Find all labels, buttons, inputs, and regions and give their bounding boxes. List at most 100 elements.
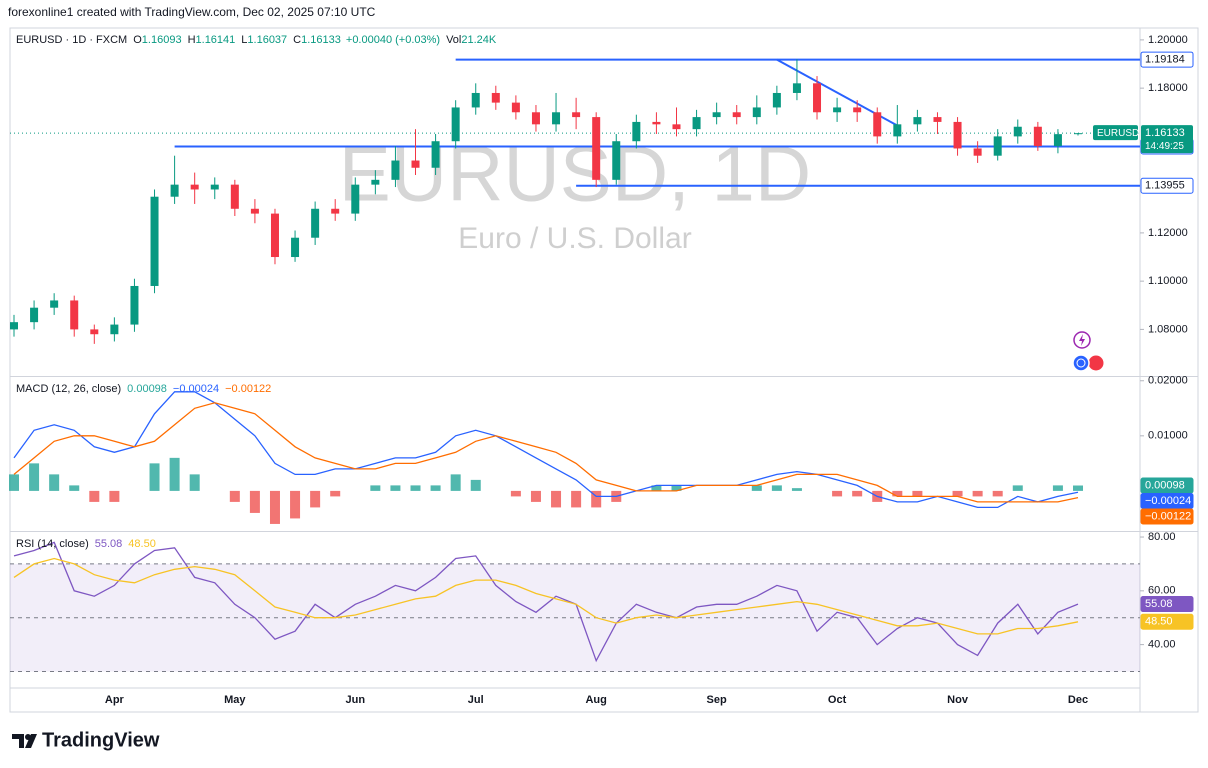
icon — [1072, 354, 1090, 372]
candle-body — [311, 208, 320, 238]
histogram-bar — [791, 488, 802, 491]
brand: TradingView — [42, 729, 160, 751]
symbol-label-bg — [1093, 125, 1138, 141]
candle-body — [411, 160, 420, 168]
legend-value: 1.16133 — [301, 34, 341, 46]
legend: MACD (12, 26, close) 0.00098 −0.00024 −0.00… — [16, 383, 271, 395]
symbol-label: EURUSD — [1097, 128, 1139, 139]
level-label-bg — [1140, 177, 1194, 194]
macd-line — [13, 391, 1079, 509]
histogram-bar — [370, 485, 381, 491]
y-tick-label: 1.08000 — [1148, 323, 1188, 335]
candle-body — [552, 112, 561, 125]
legend-change: +0.00040 (+0.03%) — [346, 34, 440, 46]
histogram-bar — [450, 474, 461, 491]
macd-line — [13, 402, 1079, 503]
legend-value: 55.08 — [95, 538, 123, 550]
icon — [1088, 355, 1104, 371]
histogram-bar — [651, 485, 662, 491]
histogram-bar — [49, 474, 60, 491]
series-last-label: 48.50 — [1140, 613, 1194, 630]
histogram-bar — [390, 485, 401, 491]
last-price-bg — [1141, 125, 1193, 154]
attribution: forexonline1 created with TradingView.co… — [8, 5, 376, 19]
histogram-bar — [952, 490, 963, 497]
candle-body — [893, 124, 902, 137]
x-tick-label: Jul — [468, 694, 484, 706]
y-tick-label: 1.12000 — [1148, 227, 1188, 239]
histogram-bar — [912, 490, 923, 497]
y-tick-label: 1.18000 — [1148, 82, 1188, 94]
candle-body — [853, 107, 862, 113]
legend-title: MACD (12, 26, close) — [16, 383, 121, 395]
candle-body — [291, 237, 300, 258]
candle-body — [1074, 133, 1082, 135]
candle-body — [1033, 126, 1042, 147]
candle-body — [592, 117, 601, 180]
candle-body — [391, 160, 400, 180]
series-last-label-text: 48.50 — [1145, 616, 1173, 628]
legend: RSI (14, close) 55.08 48.50 — [16, 538, 156, 550]
candle-body — [873, 112, 882, 137]
logo-shape — [12, 734, 24, 748]
histogram-bar — [229, 490, 240, 502]
indicator-icons — [1072, 331, 1104, 372]
legend-value: 1.16141 — [196, 34, 236, 46]
candle-body — [531, 112, 540, 125]
x-tick-label: Jun — [346, 694, 366, 706]
candle-body — [712, 112, 721, 118]
candle-body — [351, 184, 360, 214]
series-last-label-text: 55.08 — [1145, 598, 1173, 610]
histogram-bar — [69, 485, 80, 491]
histogram-bar — [591, 490, 602, 508]
candle-body — [973, 148, 982, 156]
histogram-bar — [1012, 485, 1023, 491]
watermark-subtitle: Euro / U.S. Dollar — [458, 222, 691, 255]
legend: EURUSD · 1D · FXCM O1.16093 H1.16141 L1.160… — [16, 34, 497, 46]
candle-body — [210, 184, 219, 190]
icon — [1079, 334, 1085, 346]
histogram-bar — [310, 490, 321, 508]
histogram-bar — [330, 490, 341, 497]
candle-body — [30, 307, 39, 323]
logo-shape — [25, 734, 37, 748]
x-tick-label: Oct — [828, 694, 847, 706]
candle-body — [833, 107, 842, 113]
candle-body — [270, 213, 279, 258]
histogram-bar — [9, 474, 19, 491]
legend-value: 0.00098 — [127, 383, 167, 395]
histogram-bar — [832, 490, 843, 497]
candle-body — [993, 136, 1002, 156]
candle-body — [752, 107, 761, 118]
candle-body — [190, 184, 199, 190]
histogram-bar — [992, 490, 1003, 497]
y-tick-label: 80.00 — [1148, 531, 1176, 543]
candle-body — [511, 102, 520, 113]
x-tick-label: Nov — [947, 694, 969, 706]
x-tick-label: Sep — [707, 694, 727, 706]
legend-prefix: C — [293, 34, 301, 46]
candle-body — [933, 117, 942, 122]
candle-body — [451, 107, 460, 142]
histogram-bar — [972, 490, 983, 497]
y-tick-label: 0.02000 — [1148, 375, 1188, 387]
y-tick-label: 60.00 — [1148, 585, 1176, 597]
candle-body — [652, 121, 661, 125]
legend-volume-prefix: Vol — [446, 34, 461, 46]
histogram-bar — [510, 490, 521, 497]
histogram-bar — [269, 490, 280, 524]
histogram-bar — [149, 463, 160, 491]
candle-body — [813, 83, 822, 113]
candle-body — [632, 121, 641, 142]
x-tick-label: Aug — [585, 694, 606, 706]
histogram-bar — [551, 490, 562, 508]
y-tick-label: 1.10000 — [1148, 275, 1188, 287]
level-label-text: 1.13955 — [1145, 180, 1185, 192]
level-label-bg — [1140, 51, 1194, 68]
candle-body — [371, 179, 380, 185]
histogram-bar — [852, 490, 863, 497]
histogram-bar — [189, 474, 200, 491]
candle-body — [953, 121, 962, 149]
